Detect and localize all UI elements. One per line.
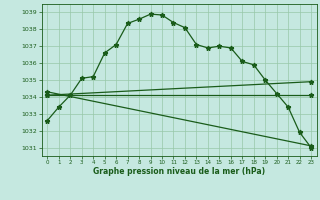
X-axis label: Graphe pression niveau de la mer (hPa): Graphe pression niveau de la mer (hPa) xyxy=(93,167,265,176)
